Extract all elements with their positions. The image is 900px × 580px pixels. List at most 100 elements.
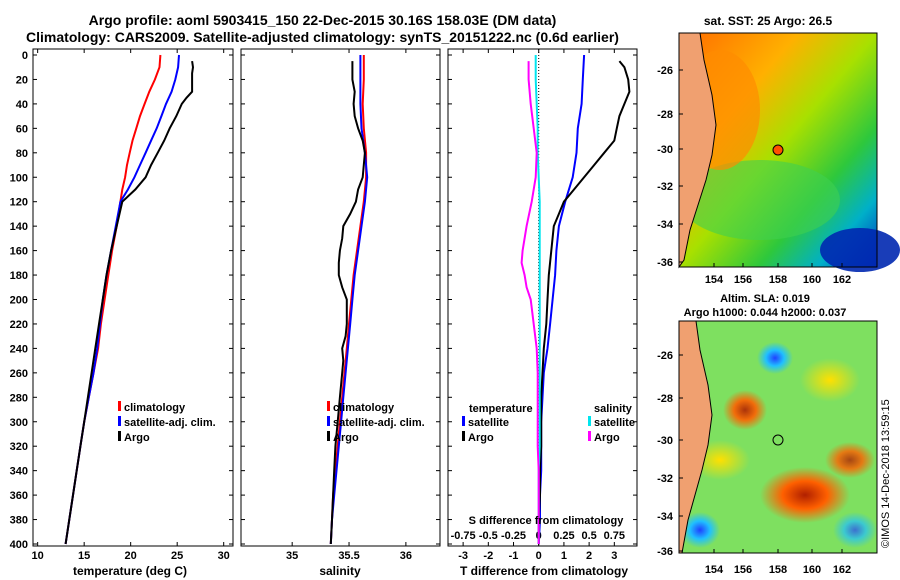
series-line-t-satellite — [537, 54, 586, 545]
secondary-tick-label: 0.5 — [581, 530, 596, 542]
lat-tick-label: -28 — [657, 393, 673, 405]
secondary-tick-label: -0.25 — [501, 530, 526, 542]
lat-tick-label: -34 — [657, 511, 674, 523]
lon-tick-label: 160 — [803, 274, 821, 286]
depth-tick-label: 260 — [10, 368, 28, 380]
lon-tick-label: 162 — [833, 274, 851, 286]
difference-panel — [447, 48, 638, 547]
x-tick-label: 25 — [171, 550, 183, 562]
lon-tick-label: 160 — [803, 564, 821, 576]
depth-tick-label: 20 — [16, 74, 28, 86]
salinity-panel — [240, 48, 441, 547]
lon-tick-label: 162 — [833, 564, 851, 576]
lon-tick-label: 158 — [769, 274, 787, 286]
legend-satellite: satellite-adj. clim. — [124, 417, 216, 429]
lat-tick-label: -36 — [657, 546, 673, 558]
depth-tick-label: 340 — [10, 466, 28, 478]
lon-tick-label: 156 — [734, 274, 752, 286]
legend-salinity-heading: salinity — [594, 403, 633, 415]
depth-tick-label: 280 — [10, 392, 28, 404]
legend-t-argo: Argo — [468, 432, 494, 444]
lat-tick-label: -26 — [657, 350, 673, 362]
temperature-legend: climatology satellite-adj. clim. Argo — [118, 401, 216, 444]
lon-tick-label: 156 — [734, 564, 752, 576]
lon-tick-label: 158 — [769, 564, 787, 576]
depth-tick-label: 360 — [10, 490, 28, 502]
sst-map — [678, 32, 900, 272]
lat-tick-label: -28 — [657, 109, 673, 121]
legend-s-satellite: satellite — [594, 417, 635, 429]
legend-satellite: satellite-adj. clim. — [333, 417, 425, 429]
series-line-satellite-adj-clim- — [64, 54, 180, 545]
series-line-climatology — [64, 54, 162, 545]
depth-tick-label: 240 — [10, 343, 28, 355]
secondary-tick-label: 0.25 — [553, 530, 574, 542]
depth-tick-label: 320 — [10, 441, 28, 453]
x-tick-label: 30 — [218, 550, 230, 562]
lon-tick-label: 154 — [705, 564, 724, 576]
difference-legend: temperature satellite Argo salinity sate… — [462, 403, 635, 444]
lat-tick-label: -32 — [657, 181, 673, 193]
x-tick-label: 35.5 — [338, 550, 359, 562]
depth-tick-label: 180 — [10, 270, 28, 282]
series-line-satellite-adj-clim- — [329, 55, 369, 545]
secondary-tick-label: 0.75 — [604, 530, 625, 542]
legend-s-argo: Argo — [594, 432, 620, 444]
legend-climatology: climatology — [333, 402, 395, 414]
x-tick-label: 36 — [400, 550, 412, 562]
lat-tick-label: -36 — [657, 257, 673, 269]
salinity-legend: climatology satellite-adj. clim. Argo — [327, 401, 425, 444]
legend-t-satellite: satellite — [468, 417, 509, 429]
depth-tick-label: 300 — [10, 417, 28, 429]
secondary-tick-label: -0.5 — [479, 530, 498, 542]
x-tick-label: 2 — [586, 550, 592, 562]
difference-xlabel: T difference from climatology — [460, 564, 628, 578]
series-line-climatology — [329, 55, 368, 545]
lat-tick-label: -32 — [657, 473, 673, 485]
depth-tick-label: 120 — [10, 197, 28, 209]
x-tick-label: 0 — [536, 550, 542, 562]
title-line-1: Argo profile: aoml 5903415_150 22-Dec-20… — [88, 12, 557, 28]
temperature-panel — [32, 48, 234, 547]
lon-tick-label: 154 — [705, 274, 724, 286]
depth-tick-label: 400 — [10, 539, 28, 551]
x-tick-label: 35 — [286, 550, 298, 562]
salinity-xlabel: salinity — [319, 564, 361, 578]
difference-secondary-label: S difference from climatology — [469, 515, 625, 527]
lat-tick-label: -30 — [657, 435, 673, 447]
temperature-xlabel: temperature (deg C) — [73, 564, 187, 578]
x-tick-label: 20 — [125, 550, 137, 562]
series-line-argo — [329, 61, 366, 545]
sst-map-title: sat. SST: 25 Argo: 26.5 — [704, 14, 833, 28]
sla-map-title-2: Argo h1000: 0.044 h2000: 0.037 — [684, 307, 847, 319]
legend-temperature-heading: temperature — [469, 403, 533, 415]
depth-tick-label: 200 — [10, 295, 28, 307]
imos-timestamp: ©IMOS 14-Dec-2018 13:59:15 — [880, 399, 892, 548]
argo-location-marker — [772, 144, 784, 156]
depth-tick-label: 100 — [10, 172, 28, 184]
depth-tick-label: 140 — [10, 221, 28, 233]
x-tick-label: 15 — [78, 550, 90, 562]
legend-argo: Argo — [333, 432, 359, 444]
legend-argo: Argo — [124, 432, 150, 444]
lat-tick-label: -26 — [657, 65, 673, 77]
argo-location-marker — [772, 434, 784, 446]
secondary-tick-label: -0.75 — [451, 530, 476, 542]
x-tick-label: 10 — [32, 550, 44, 562]
depth-tick-label: 40 — [16, 99, 28, 111]
depth-tick-label: 80 — [16, 148, 28, 160]
series-line-t-argo — [537, 60, 631, 544]
x-tick-label: 1 — [561, 550, 567, 562]
series-line-argo — [64, 60, 195, 545]
depth-tick-label: 160 — [10, 246, 28, 258]
x-tick-label: -2 — [483, 550, 493, 562]
depth-tick-label: 0 — [22, 50, 28, 62]
series-line-s-argo — [520, 61, 540, 544]
depth-tick-label: 380 — [10, 515, 28, 527]
sla-map — [678, 320, 878, 554]
title-line-2: Climatology: CARS2009. Satellite-adjuste… — [26, 29, 619, 45]
lat-tick-label: -34 — [657, 219, 674, 231]
depth-tick-label: 220 — [10, 319, 28, 331]
legend-climatology: climatology — [124, 402, 186, 414]
